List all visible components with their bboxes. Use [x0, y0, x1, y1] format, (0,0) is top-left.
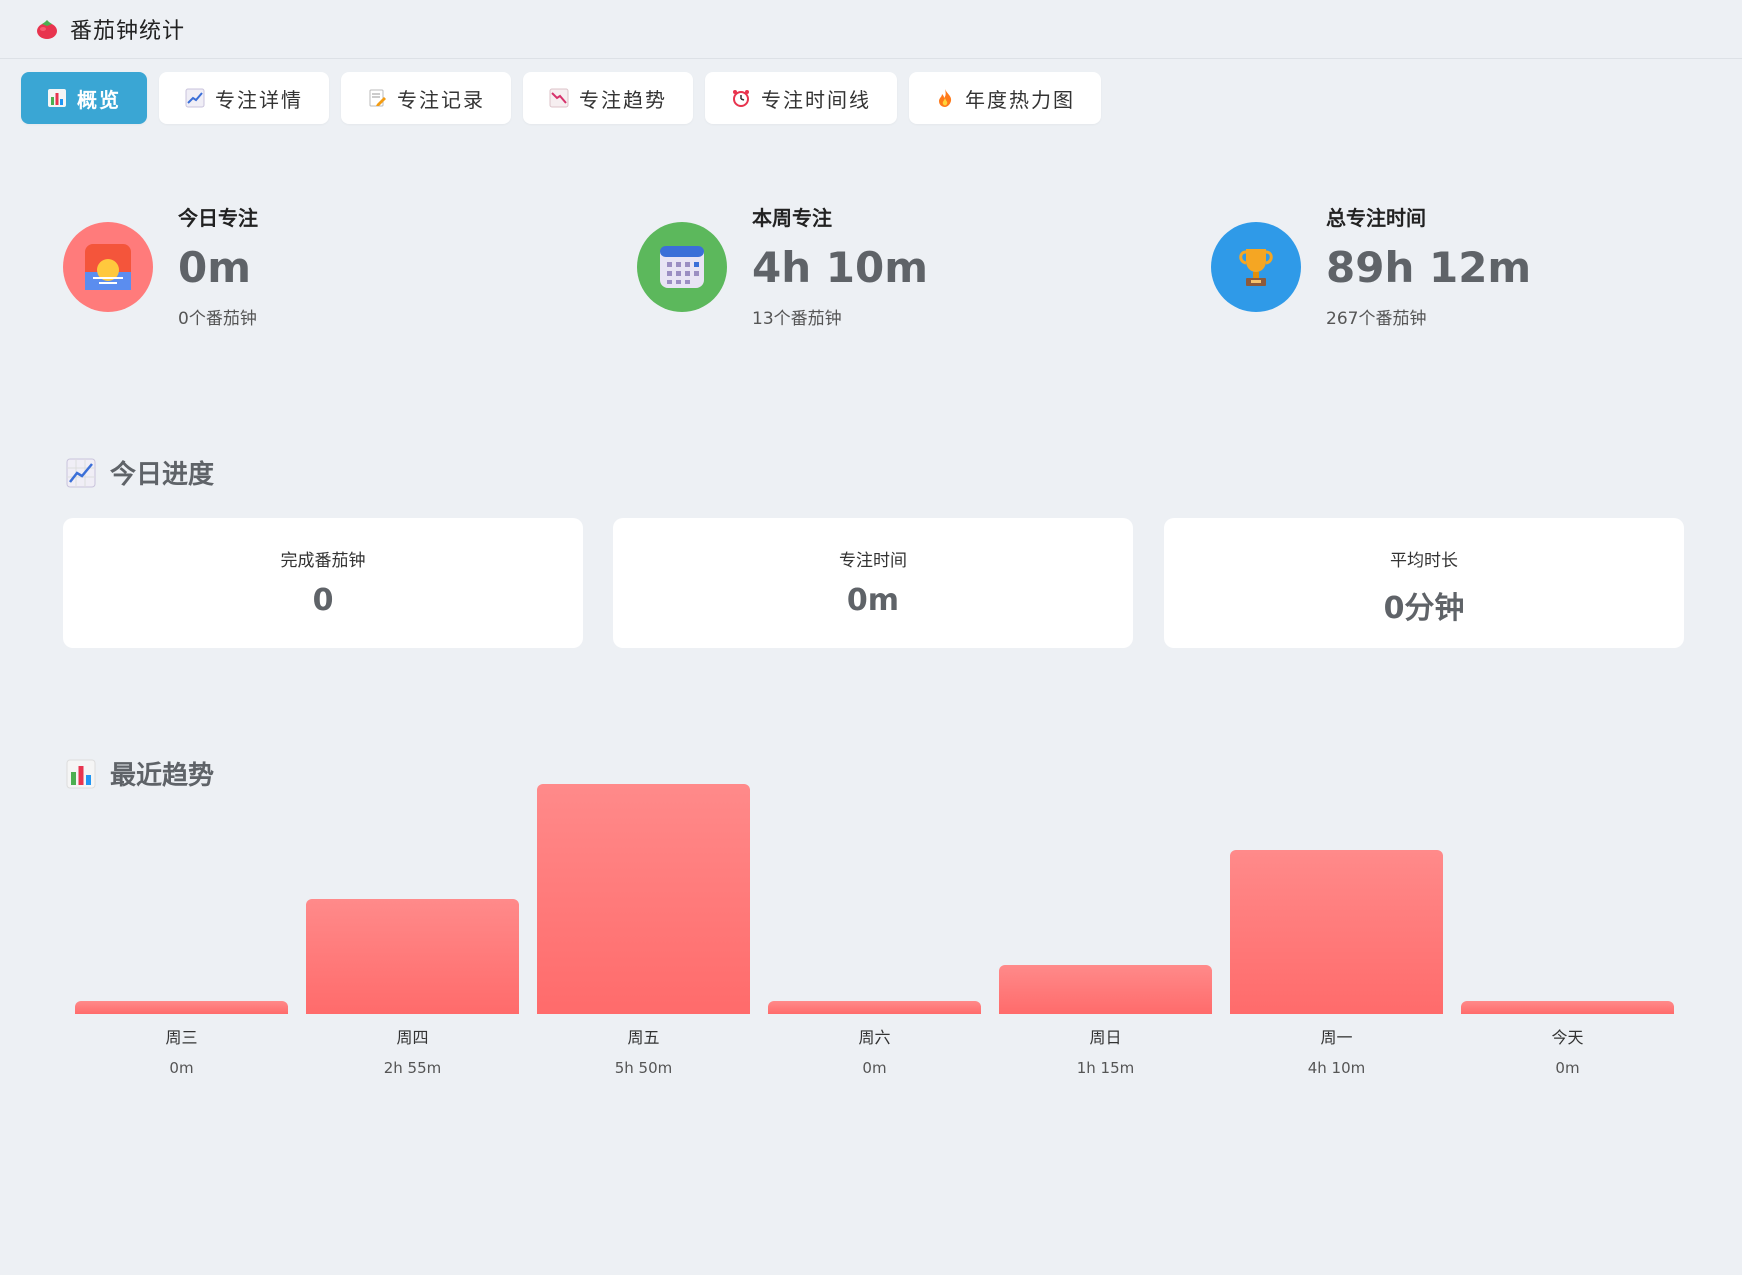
bar-chart-icon: [47, 88, 67, 108]
line-chart-icon: [66, 458, 96, 488]
stat-sub: 267个番茄钟: [1326, 309, 1427, 329]
line-chart-icon: [185, 88, 205, 108]
progress-card-pomodoros: 完成番茄钟 0: [63, 518, 583, 648]
tab-label: 专注记录: [397, 87, 485, 112]
tomato-icon: [34, 16, 60, 42]
bar-value-label: 2h 55m: [383, 1059, 442, 1077]
x-axis-label: 周日: [1089, 1028, 1122, 1047]
tab-focus-timeline[interactable]: 专注时间线: [705, 72, 897, 124]
stat-label: 总专注时间: [1326, 206, 1426, 230]
section-title-text: 最近趋势: [110, 761, 215, 791]
stat-today: 今日专注 0m 0个番茄钟: [63, 200, 258, 329]
app-title: 番茄钟统计: [70, 19, 186, 44]
stat-week: 本周专注 4h 10m 13个番茄钟: [637, 200, 928, 329]
bar-value-label: 1h 15m: [1076, 1059, 1135, 1077]
stat-value: 4h 10m: [752, 243, 928, 292]
stat-value: 89h 12m: [1326, 243, 1532, 292]
bar-value-label: 0m: [862, 1059, 887, 1077]
tab-label: 专注详情: [215, 87, 303, 112]
today-progress-title: 今日进度: [66, 454, 214, 491]
chart-bar[interactable]: [1461, 1001, 1674, 1014]
tab-overview[interactable]: 概览: [21, 72, 147, 124]
tab-bar: 概览 专注详情 专注记录 专注趋势 专注时间线 年度热力图: [21, 72, 1101, 124]
progress-label: 完成番茄钟: [280, 551, 366, 571]
app-header: 番茄钟统计: [0, 0, 1742, 59]
progress-label: 专注时间: [839, 551, 907, 571]
stat-total: 总专注时间 89h 12m 267个番茄钟: [1211, 200, 1531, 329]
x-axis-label: 周一: [1320, 1028, 1353, 1047]
alarm-clock-icon: [731, 88, 751, 108]
stat-sub: 13个番茄钟: [752, 309, 842, 329]
stat-value: 0m: [178, 243, 251, 292]
progress-value: 0: [312, 583, 334, 618]
bar-chart-icon: [66, 759, 96, 789]
trophy-icon: [1211, 222, 1301, 312]
x-axis-label: 周五: [627, 1028, 660, 1047]
progress-label: 平均时长: [1390, 551, 1458, 571]
progress-value: 0分钟: [1383, 591, 1465, 626]
tab-label: 年度热力图: [965, 87, 1075, 112]
tab-focus-details[interactable]: 专注详情: [159, 72, 329, 124]
tab-focus-records[interactable]: 专注记录: [341, 72, 511, 124]
x-axis-label: 周四: [396, 1028, 429, 1047]
stat-label: 今日专注: [178, 206, 258, 230]
chart-bar[interactable]: [537, 784, 750, 1014]
section-title-text: 今日进度: [110, 460, 215, 490]
memo-icon: [367, 88, 387, 108]
tab-label: 专注时间线: [761, 87, 871, 112]
chart-bar[interactable]: [1230, 849, 1443, 1014]
recent-trend-title: 最近趋势: [66, 755, 214, 792]
stat-sub: 0个番茄钟: [178, 309, 257, 329]
progress-card-focus-time: 专注时间 0m: [613, 518, 1133, 648]
tab-label: 概览: [77, 87, 121, 112]
tab-yearly-heatmap[interactable]: 年度热力图: [909, 72, 1101, 124]
tab-focus-trend[interactable]: 专注趋势: [523, 72, 693, 124]
stat-label: 本周专注: [752, 206, 832, 230]
x-axis-label: 周三: [165, 1028, 198, 1047]
tab-label: 专注趋势: [579, 87, 667, 112]
sunrise-icon: [63, 222, 153, 312]
bar-value-label: 0m: [169, 1059, 194, 1077]
x-axis-label: 周六: [858, 1028, 891, 1047]
bar-value-label: 0m: [1555, 1059, 1580, 1077]
bar-value-label: 4h 10m: [1307, 1059, 1366, 1077]
trend-bar-chart: 周三 0m 周四 2h 55m 周五 5h 50m 周六 0m 周日 1h 15m 周一 4h 10m…: [75, 770, 1674, 1090]
x-axis-label: 今天: [1551, 1028, 1584, 1047]
calendar-icon: [637, 222, 727, 312]
chart-bar[interactable]: [768, 1001, 981, 1014]
chart-bar[interactable]: [999, 964, 1212, 1014]
progress-card-average: 平均时长 0分钟: [1164, 518, 1684, 648]
fire-icon: [935, 88, 955, 108]
chart-bar[interactable]: [75, 1001, 288, 1014]
chart-bar[interactable]: [306, 899, 519, 1014]
bar-value-label: 5h 50m: [614, 1059, 673, 1077]
chart-decreasing-icon: [549, 88, 569, 108]
progress-value: 0m: [846, 583, 900, 618]
